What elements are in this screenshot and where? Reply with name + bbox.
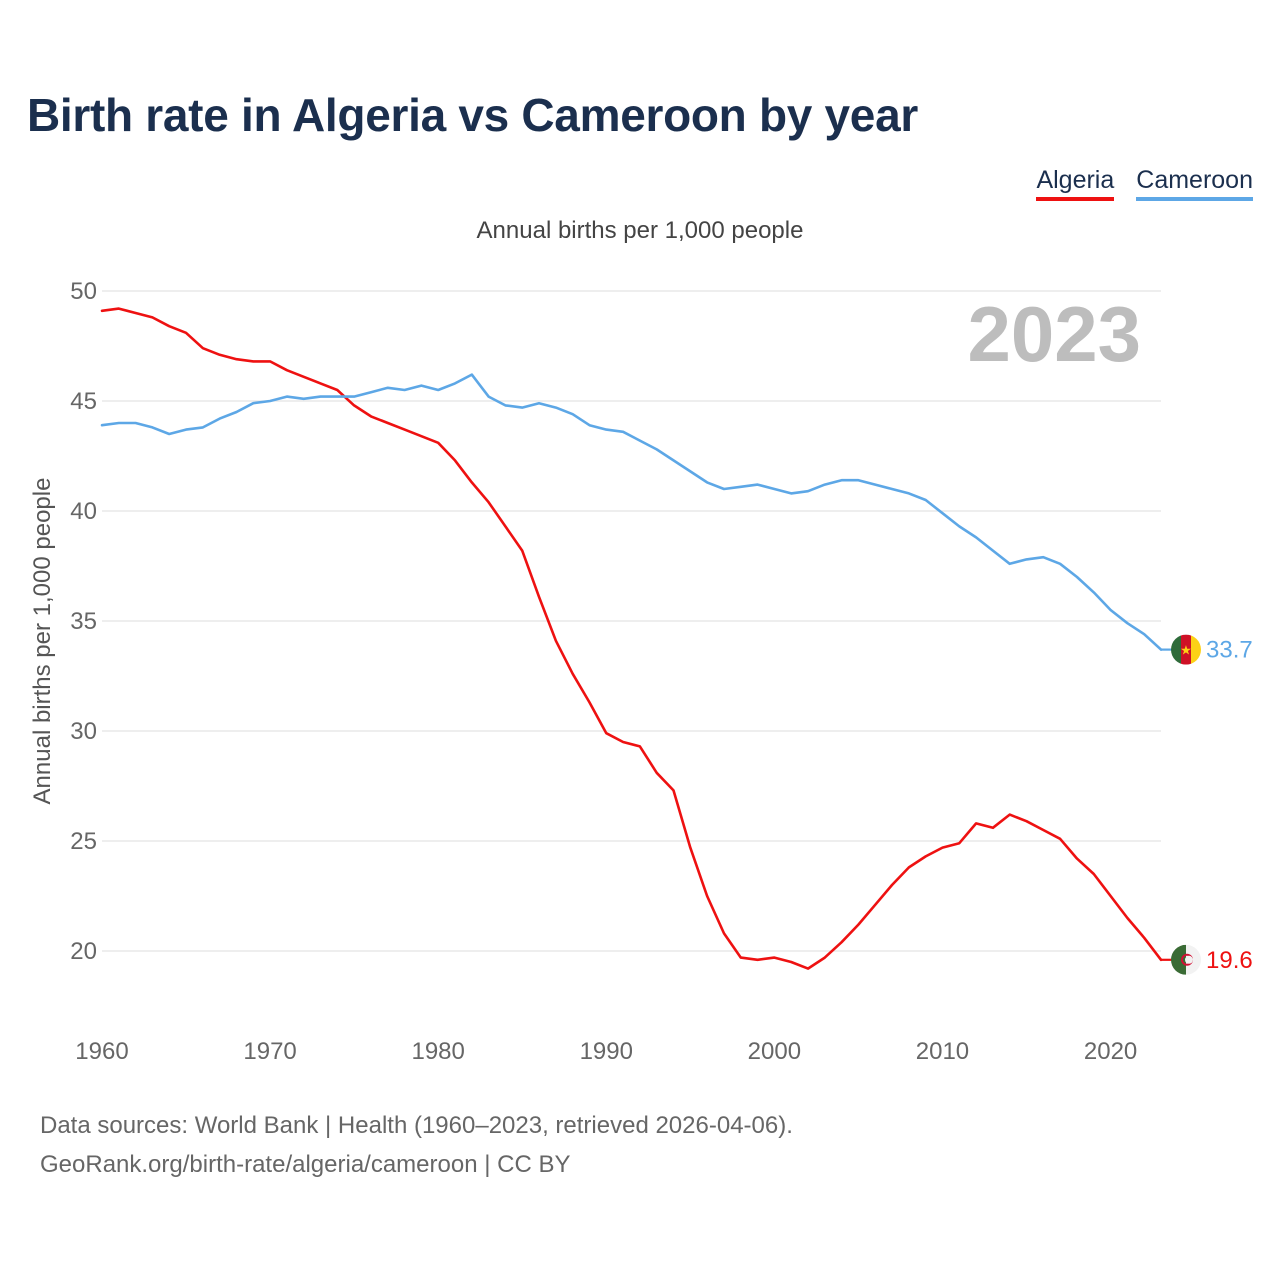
- y-tick-label: 50: [70, 278, 97, 305]
- y-tick-label: 30: [70, 718, 97, 745]
- algeria-flag-icon: [1171, 944, 1201, 975]
- svg-text:★: ★: [1180, 644, 1192, 659]
- legend-item-algeria[interactable]: Algeria: [1036, 166, 1115, 201]
- x-tick-label: 1990: [580, 1038, 633, 1065]
- data-source-note: Data sources: World Bank | Health (1960–…: [40, 1112, 793, 1139]
- year-label: 2023: [967, 290, 1141, 378]
- chart-title: Birth rate in Algeria vs Cameroon by yea…: [27, 89, 918, 141]
- x-tick-label: 2010: [916, 1038, 969, 1065]
- end-value-label-algeria: 19.6: [1206, 947, 1253, 974]
- y-tick-label: 25: [70, 828, 97, 855]
- source-url[interactable]: GeoRank.org/birth-rate/algeria/cameroon …: [40, 1151, 571, 1178]
- cameroon-flag-icon: ★: [1171, 634, 1201, 665]
- chart-subtitle: Annual births per 1,000 people: [476, 217, 804, 244]
- series-line-algeria: [100, 307, 1163, 970]
- y-tick-label: 40: [70, 498, 97, 525]
- y-tick-label: 20: [70, 938, 97, 965]
- y-axis-label: Annual births per 1,000 people: [29, 478, 56, 805]
- footer: Data sources: World Bank | Health (1960–…: [40, 1106, 793, 1184]
- x-tick-label: 2020: [1084, 1038, 1137, 1065]
- x-tick-label: 1960: [75, 1038, 128, 1065]
- x-tick-label: 1980: [411, 1038, 464, 1065]
- series-line-cameroon: [100, 373, 1163, 651]
- y-tick-label: 45: [70, 388, 97, 415]
- x-tick-label: 1970: [243, 1038, 296, 1065]
- end-value-label-cameroon: 33.7: [1206, 637, 1253, 664]
- legend-item-cameroon[interactable]: Cameroon: [1136, 166, 1253, 201]
- legend: Algeria Cameroon: [1036, 166, 1253, 201]
- y-tick-label: 35: [70, 608, 97, 635]
- x-tick-label: 2000: [748, 1038, 801, 1065]
